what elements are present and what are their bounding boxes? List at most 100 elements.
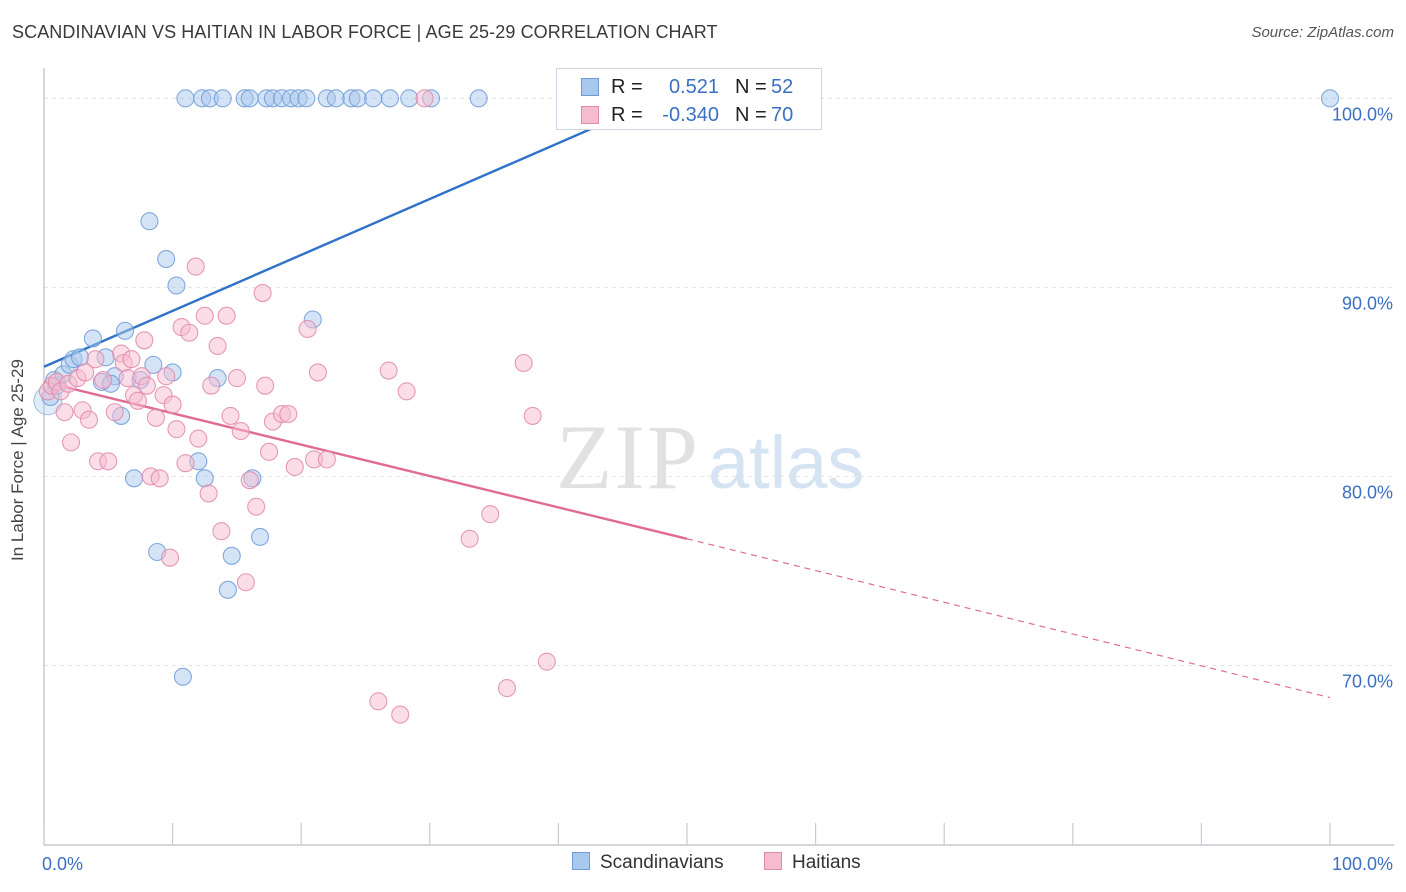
haitian-point	[231, 421, 250, 441]
series-legend: Scandinavians Haitians	[0, 850, 1406, 880]
haitian-point	[128, 391, 147, 410]
haitian-point	[150, 469, 169, 488]
haitian-point	[221, 406, 240, 425]
haitian-point	[285, 457, 304, 477]
haitian-point	[122, 350, 141, 369]
scandinavian-point	[144, 355, 163, 374]
haitian-point	[135, 331, 154, 350]
legend-swatch-pink	[764, 852, 782, 870]
r-label: R =	[611, 76, 643, 98]
haitian-point	[186, 257, 205, 276]
scandinavian-trend-line	[43, 97, 662, 368]
haitian-point	[195, 306, 214, 325]
legend-label-haitians: Haitians	[792, 852, 861, 873]
haitian-point	[217, 306, 236, 325]
scandinavian-point	[83, 329, 102, 348]
correlation-legend: R = 0.521 N = 52 R = -0.340 N = 70	[556, 68, 822, 130]
y-tick-label: 80.0%	[1342, 482, 1393, 502]
scandinavian-point	[176, 89, 195, 108]
haitian-point	[317, 450, 336, 469]
scandinavian-point	[222, 546, 241, 565]
scandinavian-point	[400, 89, 419, 108]
scandinavian-point	[213, 89, 232, 108]
haitian-point	[180, 323, 199, 342]
legend-label-scandinavians: Scandinavians	[600, 852, 724, 873]
haitian-point	[247, 497, 266, 516]
n-value: 70	[771, 104, 794, 126]
haitian-point	[379, 361, 398, 380]
haitian-point	[415, 89, 434, 108]
legend-row-haitians: R = -0.340 N = 70	[557, 100, 821, 128]
haitian-point	[137, 376, 156, 395]
n-label: N =	[735, 104, 767, 126]
haitian-point	[189, 429, 208, 448]
haitian-point	[460, 529, 479, 548]
haitian-point	[160, 548, 180, 567]
y-tick-label: 100.0%	[1332, 104, 1393, 124]
haitian-point	[199, 484, 218, 503]
haitian-point	[146, 408, 165, 427]
scandinavian-point	[380, 89, 399, 108]
scandinavian-point	[218, 580, 237, 599]
scandinavian-point	[250, 527, 270, 546]
haitian-point	[514, 353, 533, 373]
haitian-point	[397, 382, 416, 401]
scandinavian-point	[157, 249, 176, 269]
x-tick-label: 0.0%	[42, 854, 83, 874]
haitian-point	[481, 505, 500, 524]
legend-row-scandinavians: R = 0.521 N = 52	[557, 72, 821, 100]
y-axis-label: In Labor Force | Age 25-29	[8, 359, 27, 561]
trend-lines	[43, 97, 1331, 699]
haitian-point	[212, 522, 231, 541]
scandinavian-point	[348, 89, 367, 108]
haitian-point	[105, 403, 124, 422]
haitian-point	[167, 420, 186, 439]
scandinavian-point	[297, 89, 316, 108]
y-tick-label: 70.0%	[1342, 671, 1393, 691]
r-value: -0.340	[662, 104, 719, 126]
tick-labels: 70.0% 80.0% 90.0% 100.0% 0.0% 100.0%	[42, 104, 1393, 874]
haitian-point	[279, 404, 298, 424]
legend-item-scandinavians[interactable]: Scandinavians	[572, 852, 724, 874]
scandinavian-point	[364, 89, 383, 108]
haitian-point	[369, 692, 388, 711]
haitian-point	[94, 370, 113, 390]
scandinavian-point	[167, 276, 186, 295]
haitian-point	[391, 705, 410, 724]
chart-title: SCANDINAVIAN VS HAITIAN IN LABOR FORCE |…	[12, 22, 718, 42]
r-value: 0.521	[668, 76, 719, 98]
haitian-point	[76, 363, 95, 382]
scandinavian-point	[469, 89, 488, 108]
haitian-point	[202, 376, 221, 395]
scandinavian-point	[70, 348, 90, 367]
axes	[43, 68, 1394, 846]
scandinavian-point	[124, 469, 144, 488]
haitian-point	[259, 442, 279, 461]
scandinavian-point	[326, 89, 345, 108]
scandinavian-point	[173, 667, 192, 686]
haitian-point	[176, 454, 195, 473]
n-value: 52	[771, 76, 794, 98]
haitian-point	[236, 573, 255, 592]
scandinavian-point	[140, 212, 159, 231]
y-tick-label: 90.0%	[1342, 293, 1393, 313]
haitian-trend-extension	[686, 538, 1331, 699]
haitian-point	[208, 336, 227, 356]
haitian-trend-line	[43, 380, 688, 540]
legend-swatch-blue	[572, 852, 590, 870]
x-tick-label: 100.0%	[1332, 854, 1393, 874]
legend-swatch-pink	[581, 106, 599, 124]
legend-item-haitians[interactable]: Haitians	[764, 852, 861, 874]
haitian-point	[99, 452, 118, 471]
haitian-point	[227, 369, 246, 388]
legend-swatch-blue	[581, 78, 599, 96]
data-points	[33, 89, 1340, 724]
haitian-point	[298, 319, 317, 339]
scandinavian-point	[240, 89, 259, 108]
haitian-point	[523, 406, 542, 425]
r-label: R =	[611, 104, 643, 126]
scandinavian-point	[1320, 89, 1340, 108]
haitian-point	[253, 283, 272, 303]
haitian-point	[308, 363, 327, 382]
